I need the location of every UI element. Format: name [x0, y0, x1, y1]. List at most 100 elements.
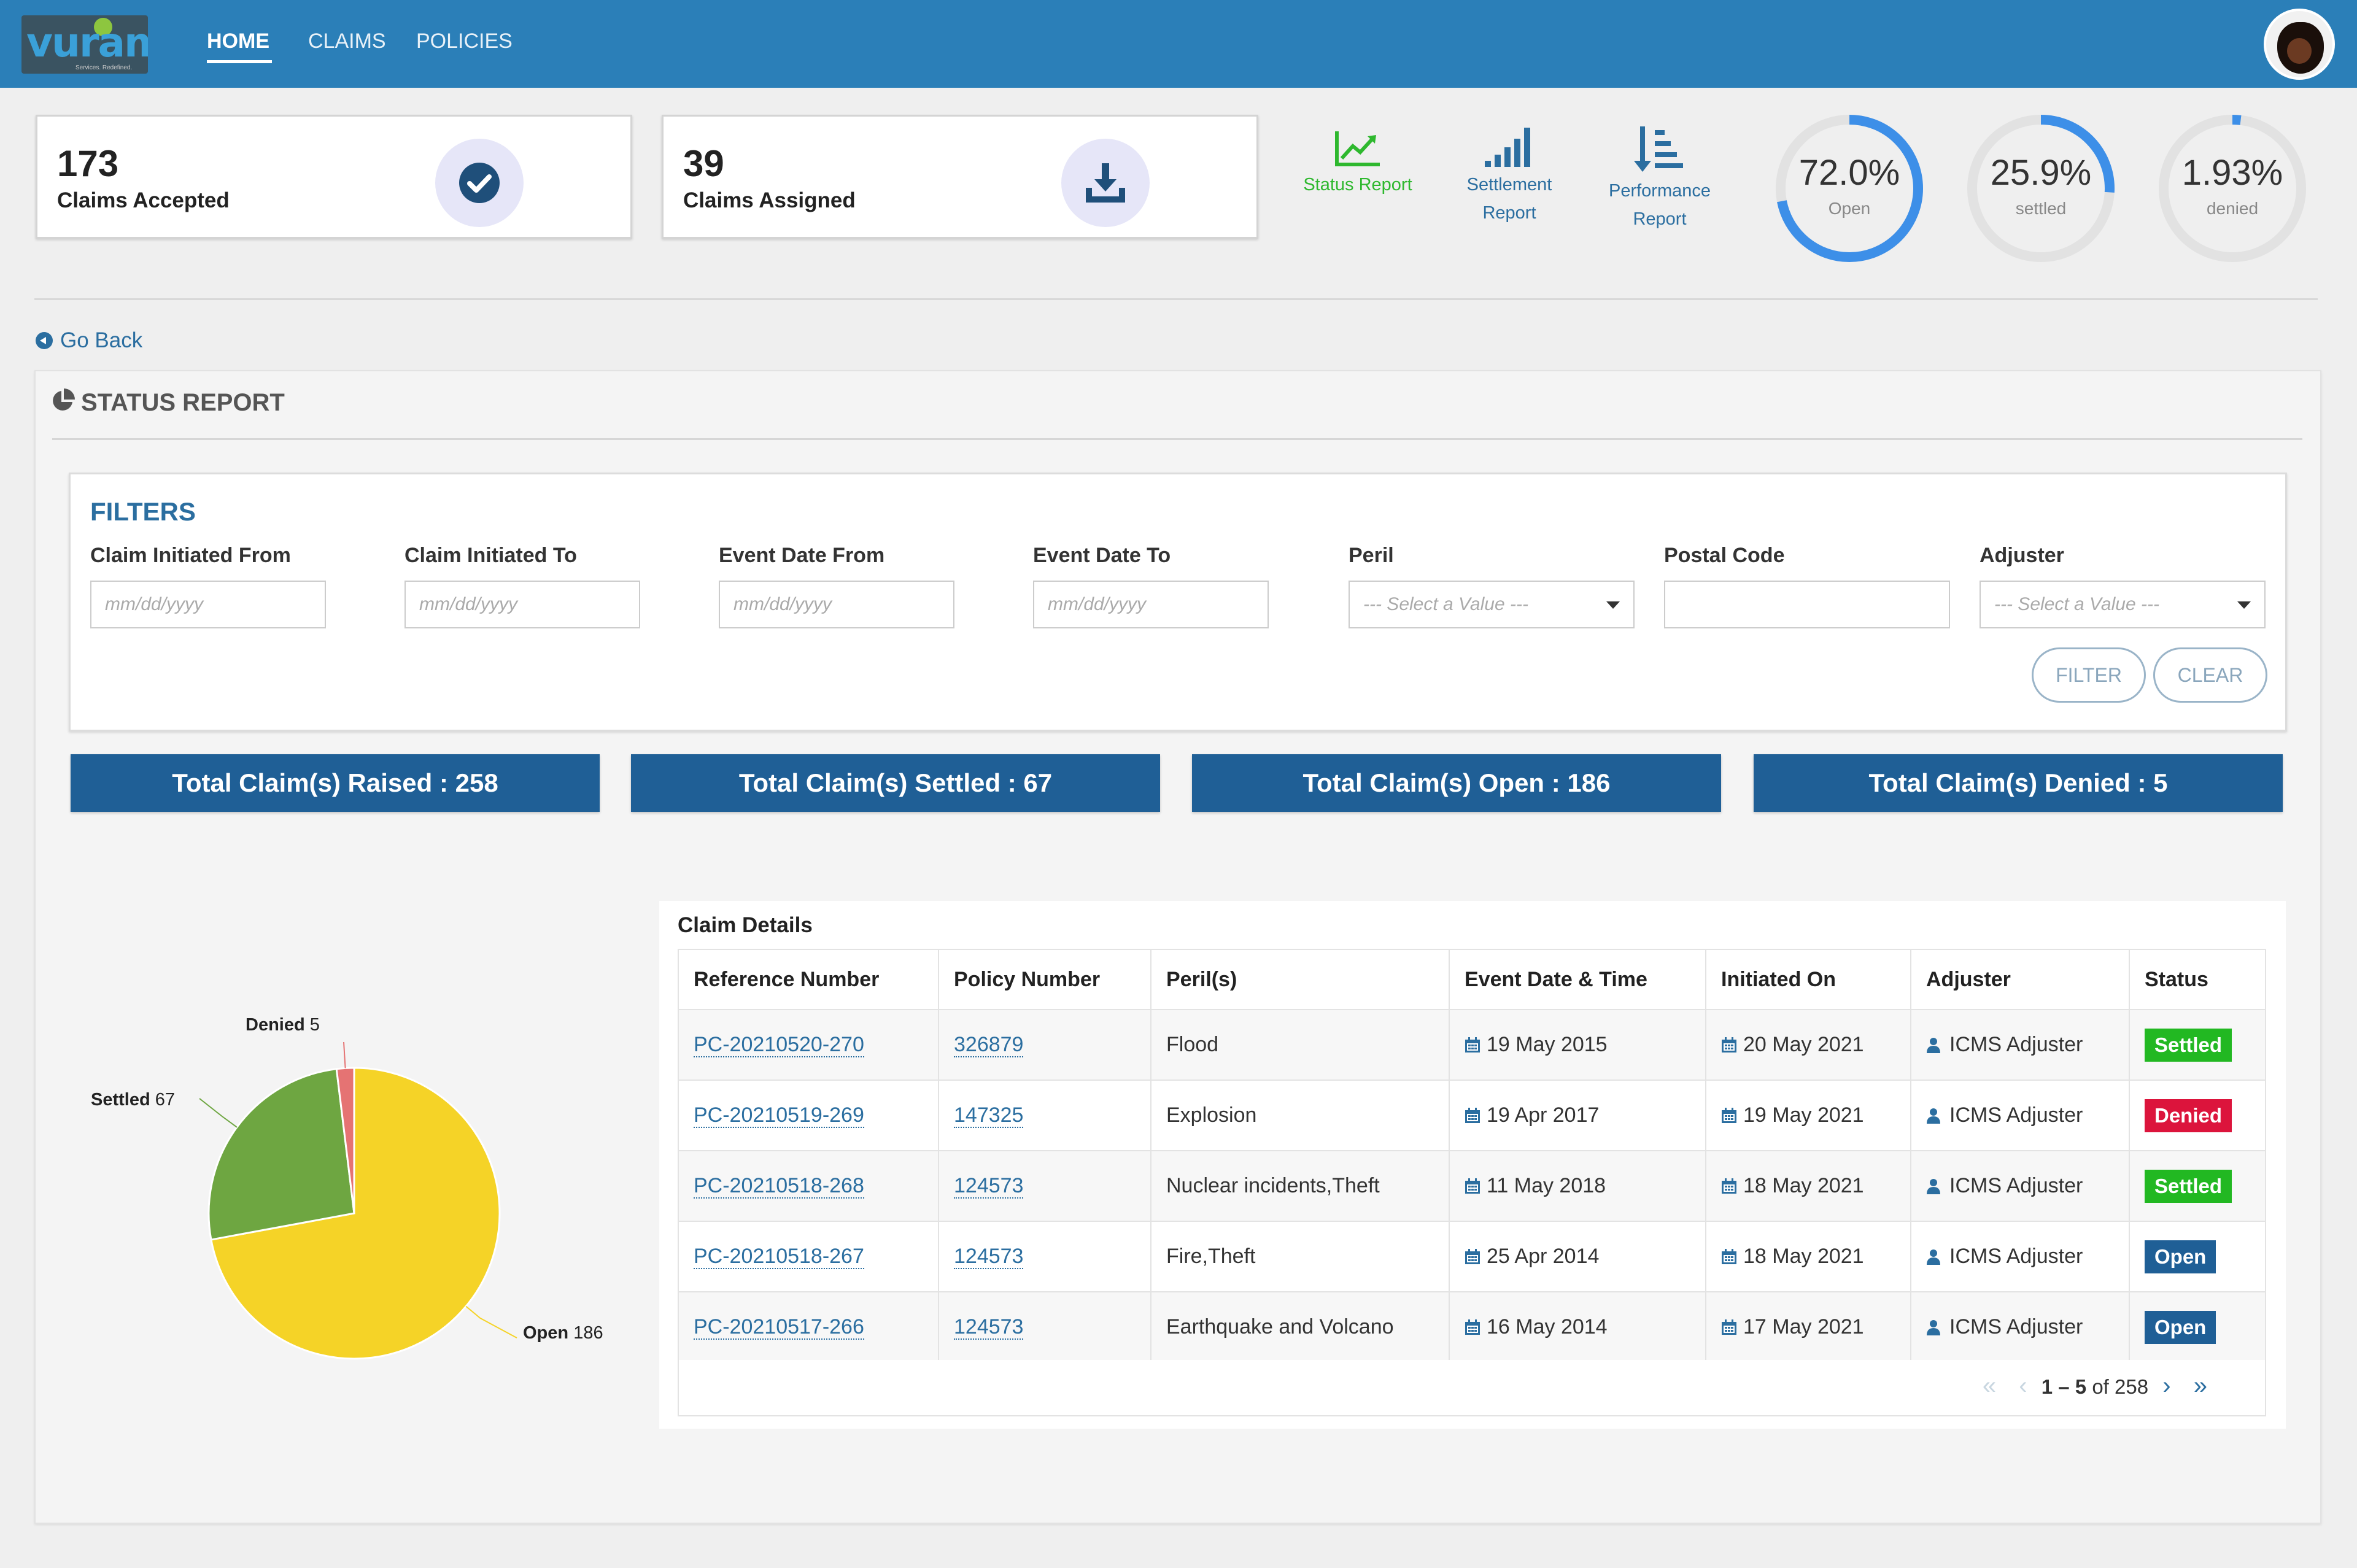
event-date-to-label: Event Date To: [1033, 544, 1171, 567]
peril-label: Peril: [1349, 544, 1394, 567]
table-row: PC-20210518-267 124573 Fire,Theft 25 Apr 20…: [678, 1221, 2266, 1292]
column-header[interactable]: Peril(s): [1150, 949, 1450, 1010]
column-header[interactable]: Policy Number: [938, 949, 1151, 1010]
calendar-icon: [1465, 1246, 1480, 1264]
user-icon: [1926, 1035, 1941, 1053]
nav-claims[interactable]: CLAIMS: [308, 29, 386, 53]
panel-divider: [52, 438, 2302, 440]
policy-cell: 124573: [938, 1221, 1151, 1292]
adjuster-label: Adjuster: [1980, 544, 2064, 567]
performance-report-link[interactable]: Performance Report: [1596, 125, 1724, 233]
policy-link[interactable]: 124573: [954, 1315, 1024, 1340]
panel-title: STATUS REPORT: [50, 388, 285, 417]
vuram-logo[interactable]: vuram Services. Redefined.: [21, 15, 148, 74]
prev-page-icon[interactable]: ‹: [2019, 1372, 2027, 1399]
adjuster-cell: ICMS Adjuster: [1910, 1291, 2130, 1363]
reference-link[interactable]: PC-20210518-268: [694, 1174, 864, 1199]
peril-cell: Flood: [1150, 1009, 1450, 1081]
open-percentage-donut: 72.0% Open: [1773, 112, 1926, 265]
pie-label-denied: Denied 5: [246, 1015, 320, 1035]
arrow-left-circle-icon: [36, 332, 53, 349]
calendar-icon: [1465, 1317, 1480, 1335]
peril-cell: Earthquake and Volcano: [1150, 1291, 1450, 1363]
kpi-claims-assigned: 39 Claims Assigned: [662, 115, 1258, 239]
pie-slice-denied[interactable]: [335, 1067, 355, 1214]
event-date-from-input[interactable]: mm/dd/yyyy: [719, 581, 954, 628]
column-header[interactable]: Status: [2129, 949, 2266, 1010]
pagination-row: « ‹ 1 – 5 of 258 › »: [678, 1360, 2266, 1416]
status-badge: Settled: [2145, 1169, 2232, 1203]
calendar-icon: [1721, 1246, 1737, 1264]
performance-report-label-line2: Report: [1633, 209, 1687, 229]
donut-progress-arc: [1776, 115, 1923, 262]
filters-title: FILTERS: [90, 497, 196, 526]
reference-link[interactable]: PC-20210518-267: [694, 1245, 864, 1269]
reference-link[interactable]: PC-20210519-269: [694, 1103, 864, 1128]
settled-percentage-donut: 25.9% settled: [1964, 112, 2118, 265]
first-page-icon[interactable]: «: [1982, 1372, 1997, 1399]
pie-slice-settled[interactable]: [207, 1068, 355, 1241]
claim-initiated-to-input[interactable]: mm/dd/yyyy: [404, 581, 640, 628]
status-pie-chart: Denied 5 Settled 67 Open 186: [61, 994, 644, 1375]
go-back-label: Go Back: [60, 328, 143, 352]
adjuster-cell: ICMS Adjuster: [1910, 1221, 2130, 1292]
kpi-value: 173: [57, 143, 119, 184]
status-report-link[interactable]: Status Report: [1294, 129, 1422, 199]
policy-link[interactable]: 124573: [954, 1245, 1024, 1269]
leader-line-settled: [199, 1098, 238, 1128]
nav-home[interactable]: HOME: [207, 29, 269, 53]
settlement-report-link[interactable]: Settlement Report: [1446, 125, 1573, 227]
postal-code-input[interactable]: [1664, 581, 1950, 628]
peril-cell: Explosion: [1150, 1079, 1450, 1151]
reference-link[interactable]: PC-20210517-266: [694, 1315, 864, 1340]
donut-progress-arc: [2159, 115, 2306, 262]
status-cell: Settled: [2129, 1150, 2266, 1222]
column-header[interactable]: Adjuster: [1910, 949, 2130, 1010]
event-date-cell: 11 May 2018: [1449, 1150, 1706, 1222]
next-page-icon[interactable]: ›: [2162, 1372, 2171, 1399]
last-page-icon[interactable]: »: [2193, 1372, 2207, 1399]
peril-select[interactable]: --- Select a Value ---: [1349, 581, 1635, 628]
caret-down-icon: [1606, 601, 1620, 609]
claim-initiated-to-label: Claim Initiated To: [404, 544, 577, 567]
leader-line-denied: [343, 1041, 346, 1068]
adjuster-cell: ICMS Adjuster: [1910, 1079, 2130, 1151]
nav-policies[interactable]: POLICIES: [416, 29, 513, 53]
performance-report-label-line1: Performance: [1608, 181, 1711, 201]
policy-link[interactable]: 326879: [954, 1033, 1024, 1057]
table-row: PC-20210518-268 124573 Nuclear incidents,T…: [678, 1150, 2266, 1222]
calendar-icon: [1465, 1035, 1480, 1052]
table-row: PC-20210520-270 326879 Flood 19 May 2015 20 …: [678, 1009, 2266, 1081]
column-header[interactable]: Reference Number: [678, 949, 939, 1010]
reference-cell: PC-20210518-267: [678, 1221, 939, 1292]
event-date-to-input[interactable]: mm/dd/yyyy: [1033, 581, 1269, 628]
column-header[interactable]: Initiated On: [1705, 949, 1911, 1010]
kpi-value: 39: [683, 143, 724, 184]
status-cell: Settled: [2129, 1009, 2266, 1081]
filter-button[interactable]: FILTER: [2032, 647, 2146, 703]
divider: [34, 298, 2318, 300]
initiated-on-cell: 18 May 2021: [1705, 1221, 1911, 1292]
donut-percent: 72.0%: [1798, 153, 1900, 193]
reference-link[interactable]: PC-20210520-270: [694, 1033, 864, 1057]
claim-initiated-from-input[interactable]: mm/dd/yyyy: [90, 581, 326, 628]
adjuster-cell: ICMS Adjuster: [1910, 1009, 2130, 1081]
kpi-label: Claims Accepted: [57, 188, 230, 212]
clear-button[interactable]: CLEAR: [2153, 647, 2267, 703]
go-back-link[interactable]: Go Back: [36, 328, 142, 353]
policy-link[interactable]: 147325: [954, 1103, 1024, 1128]
logo-tagline: Services. Redefined.: [75, 64, 133, 71]
adjuster-select[interactable]: --- Select a Value ---: [1980, 581, 2266, 628]
column-header[interactable]: Event Date & Time: [1449, 949, 1706, 1010]
user-icon: [1926, 1317, 1941, 1335]
total-settled-bar: Total Claim(s) Settled : 67: [631, 754, 1160, 812]
user-avatar[interactable]: [2264, 9, 2335, 80]
calendar-icon: [1721, 1035, 1737, 1052]
pie-slice-open[interactable]: [210, 1067, 501, 1360]
policy-link[interactable]: 124573: [954, 1174, 1024, 1199]
leader-line-open: [465, 1305, 517, 1338]
status-cell: Denied: [2129, 1079, 2266, 1151]
calendar-icon: [1721, 1176, 1737, 1194]
reference-cell: PC-20210517-266: [678, 1291, 939, 1363]
pie-label-open: Open 186: [523, 1323, 603, 1343]
